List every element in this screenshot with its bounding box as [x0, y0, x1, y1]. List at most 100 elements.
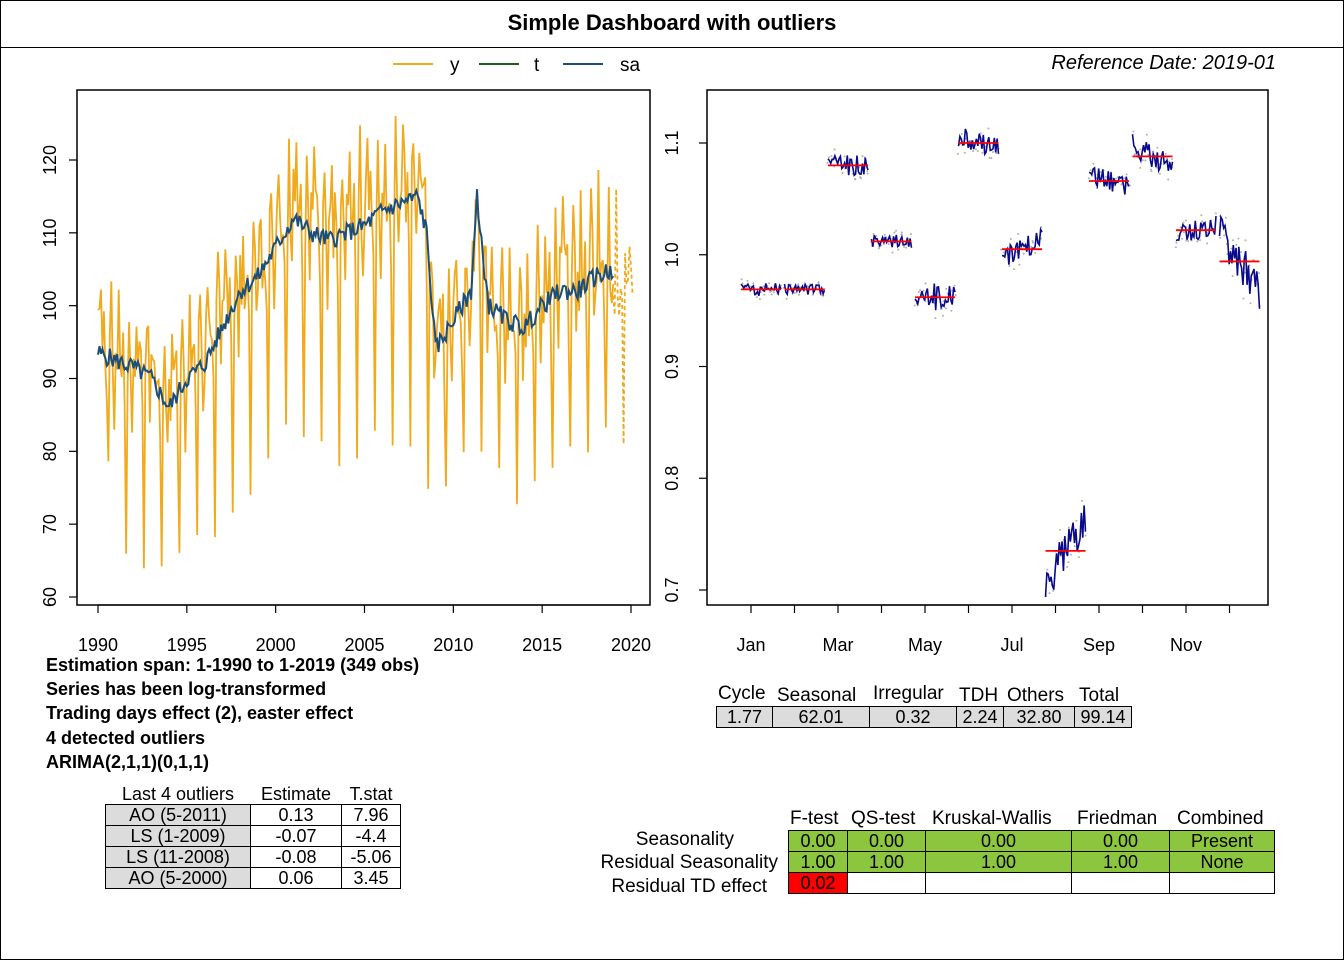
- si-ratio-point: [1179, 226, 1182, 229]
- si-ratio-point: [1067, 561, 1070, 564]
- outlier-estimate: 0.13: [250, 804, 342, 826]
- x-tick-label: May: [908, 635, 942, 655]
- si-ratio-point: [793, 291, 796, 294]
- si-ratio-point: [963, 151, 966, 154]
- si-ratio-point: [942, 300, 945, 303]
- si-ratio-point: [1136, 153, 1139, 156]
- si-ratio-point: [755, 296, 758, 299]
- si-ratio-point: [746, 279, 749, 282]
- si-ratio-point: [1235, 243, 1238, 246]
- si-ratio-point: [960, 133, 963, 136]
- si-ratio-point: [1034, 251, 1037, 254]
- y-tick-label: 90: [40, 368, 60, 388]
- outlier-estimate: -0.07: [250, 825, 342, 847]
- si-ratio-point: [934, 317, 937, 320]
- si-ratio-point: [1080, 499, 1083, 502]
- test-value: 1.00: [847, 851, 926, 873]
- si-ratio-point: [1066, 565, 1069, 568]
- si-month-group: [1219, 215, 1261, 308]
- si-seasonal-line: [1001, 226, 1043, 265]
- si-ratio-point: [922, 289, 925, 292]
- x-tick-label: 2020: [611, 635, 651, 655]
- si-ratio-point: [946, 292, 949, 295]
- si-ratio-point: [752, 282, 755, 285]
- legend-label-t: t: [534, 55, 540, 76]
- y-tick-label: 0.8: [662, 466, 682, 491]
- y-tick-label: 60: [40, 587, 60, 607]
- outlier-estimate: -0.08: [250, 846, 342, 868]
- variance-header: TDH: [959, 685, 999, 706]
- test-value: 0.02: [788, 872, 848, 894]
- si-ratio-point: [1073, 545, 1076, 548]
- si-ratio-point: [894, 229, 897, 232]
- test-value: 1.00: [925, 851, 1072, 873]
- si-ratio-point: [1077, 556, 1080, 559]
- si-ratio-point: [1017, 232, 1020, 235]
- y-tick-label: 100: [40, 291, 60, 321]
- si-ratio-point: [1244, 271, 1247, 274]
- info-log-transform: Series has been log-transformed: [46, 679, 327, 699]
- variance-table: 1.77 62.01 0.32 2.24 32.80 99.14: [716, 706, 1132, 728]
- outlier-tstat: 7.96: [341, 804, 401, 826]
- timeseries-series: [97, 115, 634, 569]
- legend: y t sa: [393, 55, 641, 76]
- si-ratio-point: [772, 291, 775, 294]
- tests-header: Combined: [1177, 808, 1264, 829]
- si-ratio-point: [1182, 221, 1185, 224]
- si-ratio-point: [954, 293, 957, 296]
- legend-label-y: y: [450, 55, 460, 76]
- si-ratio-point: [941, 314, 944, 317]
- si-ratio-point: [785, 297, 788, 300]
- test-value: None: [1169, 851, 1275, 873]
- si-seasonal-line: [1044, 505, 1087, 597]
- si-ratio-point: [1059, 528, 1062, 531]
- si-ratio-point: [1242, 297, 1245, 300]
- variance-header: Others: [1007, 685, 1065, 706]
- si-ratio-point: [887, 242, 890, 245]
- timeseries-axes: 60 70 80 90 100 110 120 1990 1995 2000 2005 2010 201…: [40, 145, 651, 655]
- x-tick-label: 2005: [344, 635, 384, 655]
- si-ratio-point: [758, 298, 761, 301]
- si-ratio-point: [903, 245, 906, 248]
- x-tick-label: 1990: [78, 635, 118, 655]
- y-tick-label: 70: [40, 514, 60, 534]
- y-tick-label: 1.1: [662, 130, 682, 155]
- si-ratio-point: [1139, 148, 1142, 151]
- timeseries-plot: 60 70 80 90 100 110 120 1990 1995 2000 2005 2010 201…: [40, 89, 651, 655]
- si-ratio-point: [953, 284, 956, 287]
- si-ratio-series: [740, 127, 1261, 598]
- si-ratio-point: [1087, 177, 1090, 180]
- x-tick-label: 2010: [433, 635, 473, 655]
- si-ratio-point: [1237, 237, 1240, 240]
- si-ratio-point: [1196, 240, 1199, 243]
- si-ratio-point: [905, 246, 908, 249]
- y-tick-label: 110: [40, 218, 60, 247]
- si-ratio-point: [1252, 259, 1255, 262]
- test-value: 0.00: [925, 830, 1072, 852]
- si-ratio-point: [950, 289, 953, 292]
- si-ratio-point: [1231, 275, 1234, 278]
- y-tick-label: 0.9: [662, 354, 682, 379]
- si-ratio-plot: 0.7 0.8 0.9 1.0 1.1 Jan Mar May Jul Sep Nov: [662, 89, 1269, 655]
- si-ratio-point: [1149, 168, 1152, 171]
- si-ratio-point: [1022, 252, 1025, 255]
- si-ratio-point: [740, 278, 743, 281]
- si-ratio-point: [770, 289, 773, 292]
- si-ratio-point: [841, 172, 844, 175]
- si-ratio-point: [979, 132, 982, 135]
- si-ratio-point: [1012, 268, 1015, 271]
- si-ratio-point: [1244, 239, 1247, 242]
- si-ratio-point: [1170, 158, 1173, 161]
- si-ratio-point: [995, 152, 998, 155]
- si-ratio-point: [1084, 534, 1087, 537]
- tests-row-label: Seasonality: [635, 829, 734, 850]
- si-ratio-point: [897, 248, 900, 251]
- outliers-header: Estimate: [260, 784, 332, 804]
- si-ratio-point: [1206, 242, 1209, 245]
- si-ratio-point: [917, 290, 920, 293]
- variance-value: 0.32: [869, 706, 957, 728]
- si-seasonal-line: [1131, 134, 1174, 174]
- si-ratio-point: [1231, 239, 1234, 242]
- si-ratio-point: [1067, 526, 1070, 529]
